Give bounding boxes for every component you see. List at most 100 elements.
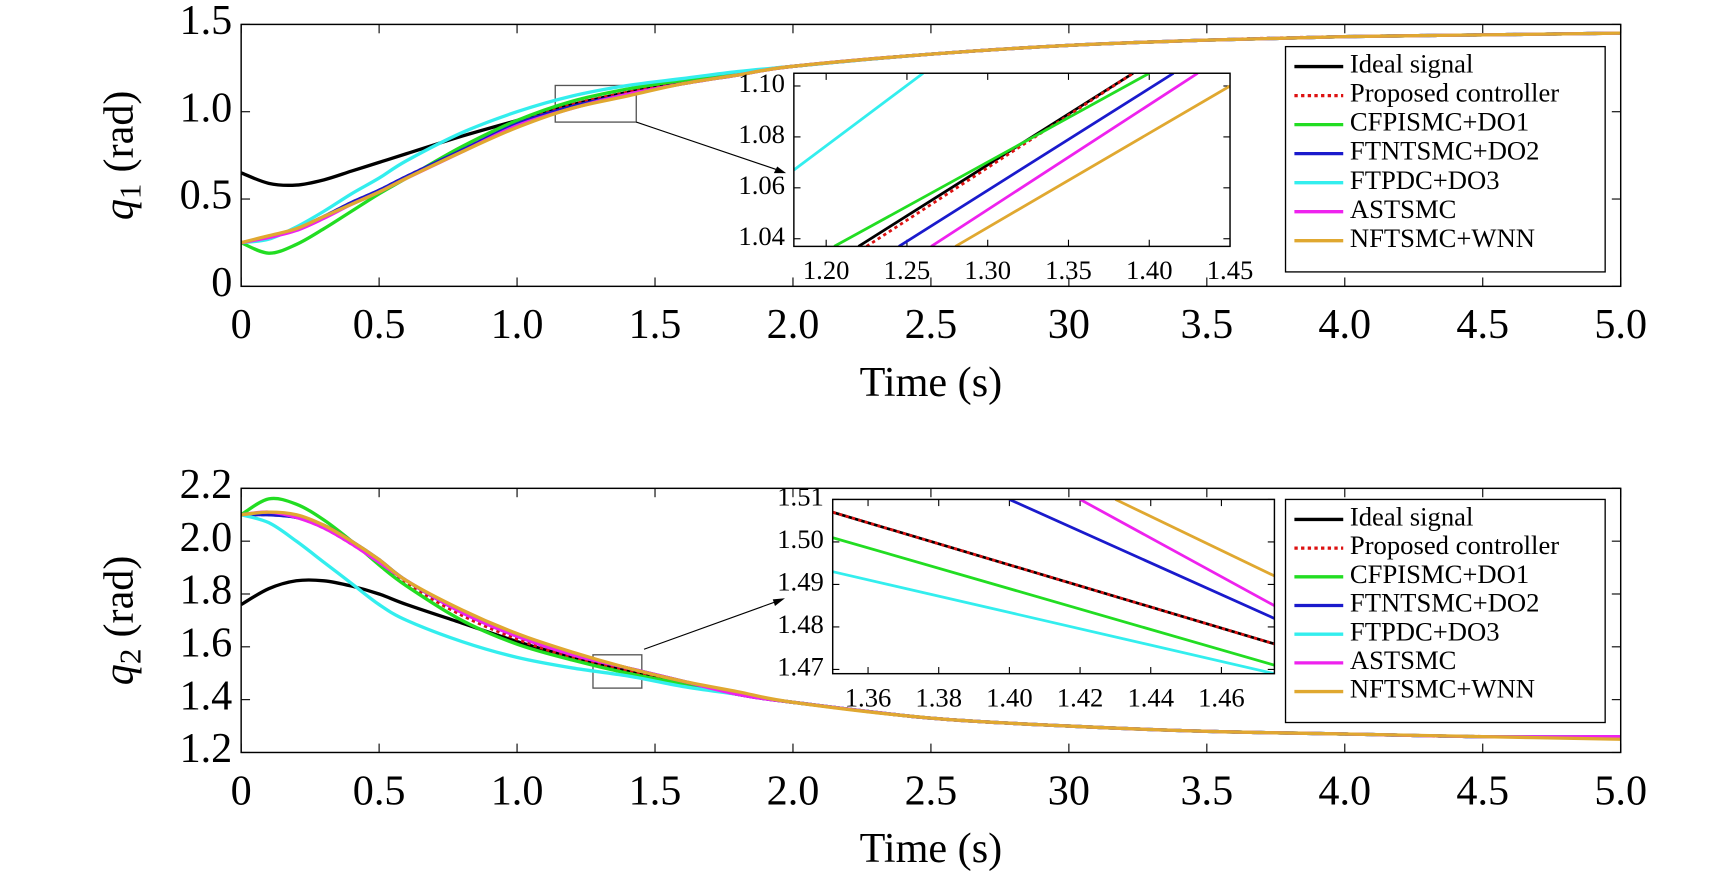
series-line (832, 510, 1275, 646)
y-tick-label: 2.0 (180, 514, 233, 561)
y-tick-label: 2.2 (180, 461, 233, 508)
x-tick-label: 4.0 (1318, 767, 1371, 814)
x-axis-label: Time (s) (860, 825, 1003, 872)
y-label-unit: (rad) (95, 556, 142, 638)
y-tick-label: 1.50 (777, 524, 824, 554)
series-group (241, 496, 1621, 741)
panel: 1.20 1.25 1.30 1.35 1.40 1.45 1.04 1.06 1.08 1.10 (738, 68, 1253, 285)
x-tick-label: 1.0 (491, 301, 544, 348)
x-tick-label: 1.42 (1057, 682, 1104, 712)
x-tick-label: 0 (231, 767, 252, 814)
panel: 0 0.5 1.0 1.5 2.0 2.5 30 3.5 4.0 4.5 5.0 0 0.5 1.0 1.5… (95, 0, 1647, 406)
y-tick-label: 1.08 (738, 119, 785, 149)
y-tick-label: 0 (211, 259, 232, 306)
x-tick-label: 5.0 (1594, 301, 1647, 348)
x-tick-label: 5.0 (1594, 767, 1647, 814)
x-tick-label: 0.5 (353, 767, 406, 814)
series-line (1114, 499, 1275, 578)
legend-label: NFTSMC+WNN (1350, 674, 1535, 704)
legend-label: ASTSMC (1350, 194, 1457, 224)
x-tick-label: 4.5 (1456, 301, 1509, 348)
y-tick-label: 1.6 (180, 619, 233, 666)
y-tick-label: 1.10 (738, 68, 785, 98)
legend-label: Proposed controller (1350, 78, 1559, 108)
legend-box (1284, 498, 1606, 724)
x-tick-label: 3.5 (1180, 767, 1233, 814)
plot-frame (240, 487, 1622, 754)
series-line (1008, 499, 1275, 620)
legend-label: FTPDC+DO3 (1350, 165, 1500, 195)
x-axis-label: Time (s) (860, 359, 1003, 406)
x-tick-label: 1.30 (964, 255, 1011, 285)
x-tick-label: 1.44 (1127, 682, 1174, 712)
y-tick-label: 1.06 (738, 170, 785, 200)
x-tick-label: 2.5 (905, 767, 958, 814)
y-tick-label: 1.8 (180, 567, 233, 614)
y-label-symbol: q (95, 199, 142, 220)
series-line (832, 570, 1275, 674)
series-group (793, 73, 1231, 247)
panel: 0 0.5 1.0 1.5 2.0 2.5 30 3.5 4.0 4.5 5.0 1.2 1.4 1.6 1… (95, 461, 1647, 872)
zoom-arrow (643, 599, 780, 650)
arrow-head (772, 598, 785, 606)
series-line (954, 84, 1231, 247)
x-tick-label: 1.5 (629, 767, 682, 814)
y-label-subscript: 2 (113, 649, 148, 665)
legend-label: CFPISMC+DO1 (1350, 107, 1529, 137)
series-line (241, 510, 1621, 741)
x-tick-label: 1.20 (803, 255, 850, 285)
y-label-subscript: 1 (113, 184, 148, 200)
legend-label: NFTSMC+WNN (1350, 223, 1535, 253)
x-tick-label: 1.40 (986, 682, 1033, 712)
x-tick-label: 0 (231, 301, 252, 348)
y-tick-label: 1.49 (777, 567, 824, 597)
legend-label: Proposed controller (1350, 530, 1559, 560)
x-tick-label: 4.5 (1456, 767, 1509, 814)
zoom-arrow (636, 121, 781, 172)
inset-background (793, 73, 1231, 247)
y-label-symbol: q (95, 664, 142, 685)
x-tick-label: 30 (1048, 767, 1090, 814)
legend-label: FTPDC+DO3 (1350, 616, 1500, 646)
y-tick-label: 1.51 (777, 482, 824, 512)
x-tick-label: 1.38 (915, 682, 962, 712)
x-tick-label: 1.36 (845, 682, 892, 712)
series-line (833, 73, 1150, 247)
y-axis-label: q2 (rad) (95, 556, 148, 686)
series-line (1079, 499, 1275, 607)
y-label-unit: (rad) (95, 91, 142, 173)
x-tick-label: 1.40 (1126, 255, 1173, 285)
series-line (241, 31, 1621, 245)
x-tick-label: 0.5 (353, 301, 406, 348)
legend-label: FTNTSMC+DO2 (1350, 588, 1540, 618)
plot-frame (831, 498, 1276, 675)
x-tick-label: 3.5 (1180, 301, 1233, 348)
legend-box (1284, 45, 1606, 273)
arrow-head (773, 166, 787, 174)
legend-label: FTNTSMC+DO2 (1350, 136, 1540, 166)
x-tick-label: 1.45 (1207, 255, 1254, 285)
series-group (241, 31, 1621, 255)
series-line (930, 73, 1199, 247)
y-tick-label: 1.47 (777, 652, 824, 682)
y-axis-label: q1 (rad) (95, 91, 148, 221)
x-tick-label: 1.5 (629, 301, 682, 348)
y-tick-label: 0.5 (180, 172, 233, 219)
y-tick-label: 1.5 (180, 0, 233, 44)
x-tick-label: 4.0 (1318, 301, 1371, 348)
series-line (793, 73, 924, 172)
series-group (832, 499, 1275, 674)
x-tick-label: 2.0 (767, 301, 820, 348)
x-tick-label: 2.0 (767, 767, 820, 814)
y-tick-label: 1.04 (738, 221, 785, 251)
legend-label: ASTSMC (1350, 645, 1457, 675)
x-tick-label: 1.25 (884, 255, 931, 285)
y-tick-label: 1.2 (180, 725, 233, 772)
plot-frame (240, 23, 1622, 288)
zoom-box (554, 84, 637, 123)
x-tick-label: 30 (1048, 301, 1090, 348)
x-tick-label: 1.35 (1045, 255, 1092, 285)
plot-frame (793, 72, 1231, 248)
series-line (832, 536, 1275, 667)
